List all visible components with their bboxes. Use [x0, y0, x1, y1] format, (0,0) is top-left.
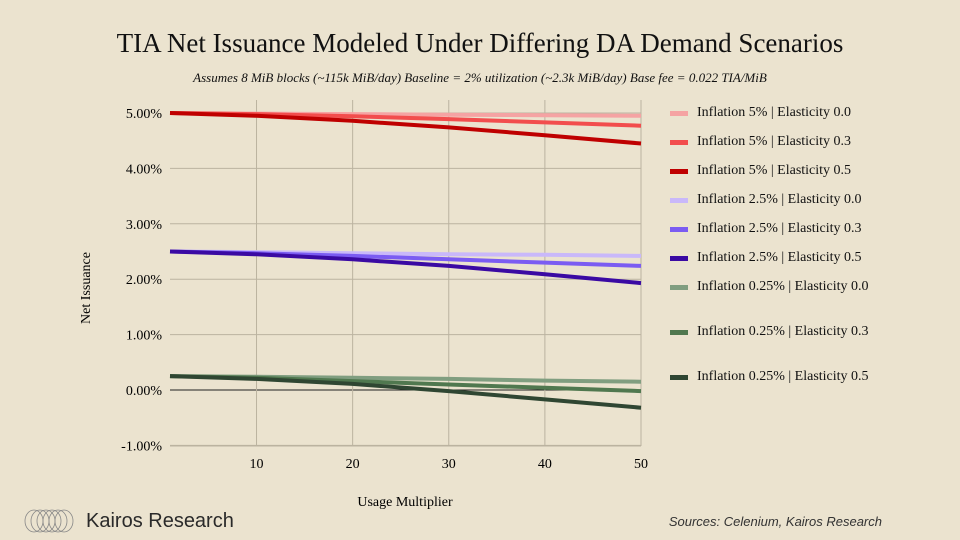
brand: Kairos Research	[20, 508, 234, 534]
legend-item: Inflation 0.25% | Elasticity 0.5	[670, 368, 877, 385]
x-tick-label: 10	[250, 457, 264, 472]
x-tick-label: 50	[634, 457, 648, 472]
grid	[170, 100, 642, 447]
kairos-logo-icon	[24, 509, 74, 533]
legend-swatch	[670, 111, 688, 116]
legend-swatch	[670, 227, 688, 232]
legend-swatch	[670, 256, 688, 261]
legend-item: Inflation 5% | Elasticity 0.5	[670, 162, 877, 179]
x-tick-label: 30	[442, 457, 456, 472]
legend-item: Inflation 0.25% | Elasticity 0.0	[670, 278, 877, 295]
legend-swatch	[670, 169, 688, 174]
source-note: Sources: Celenium, Kairos Research	[668, 514, 882, 529]
series-lines	[169, 111, 642, 410]
y-tick-label: 2.00%	[126, 273, 163, 288]
legend-label: Inflation 0.25% | Elasticity 0.0	[697, 279, 869, 294]
y-tick-labels: -1.00% 0.00% 1.00% 2.00% 3.00% 4.00% 5.00%	[121, 107, 162, 454]
y-axis-label: Net Issuance	[79, 252, 94, 324]
legend-item: Inflation 2.5% | Elasticity 0.0	[670, 191, 877, 208]
series-line	[169, 249, 642, 286]
legend-label: Inflation 2.5% | Elasticity 0.5	[697, 250, 862, 265]
legend-label: Inflation 0.25% | Elasticity 0.3	[697, 324, 869, 339]
chart-title: TIA Net Issuance Modeled Under Differing…	[116, 28, 844, 58]
y-tick-label: 5.00%	[126, 107, 163, 122]
legend-item: Inflation 0.25% | Elasticity 0.3	[670, 323, 877, 340]
y-tick-label: -1.00%	[121, 439, 162, 454]
legend-item: Inflation 2.5% | Elasticity 0.5	[670, 249, 877, 266]
x-tick-label: 40	[538, 457, 552, 472]
legend-item: Inflation 5% | Elasticity 0.3	[670, 133, 877, 150]
x-axis-label: Usage Multiplier	[357, 495, 453, 510]
legend-item: Inflation 2.5% | Elasticity 0.3	[670, 220, 877, 237]
brand-name: Kairos Research	[86, 509, 234, 532]
legend-label: Inflation 0.25% | Elasticity 0.5	[697, 369, 869, 384]
legend-item: Inflation 5% | Elasticity 0.0	[670, 104, 877, 121]
x-tick-labels: 10 20 30 40 50	[250, 457, 648, 472]
chart-subtitle: Assumes 8 MiB blocks (~115k MiB/day) Bas…	[193, 70, 767, 85]
legend-label: Inflation 2.5% | Elasticity 0.3	[697, 221, 862, 236]
y-tick-label: 4.00%	[126, 162, 163, 177]
y-tick-label: 0.00%	[126, 384, 163, 399]
legend-swatch	[670, 285, 688, 290]
y-tick-label: 1.00%	[126, 329, 163, 344]
legend-swatch	[670, 375, 688, 380]
y-tick-label: 3.00%	[126, 218, 163, 233]
legend-swatch	[670, 140, 688, 145]
x-tick-label: 20	[346, 457, 360, 472]
series-line	[169, 111, 642, 146]
legend-label: Inflation 5% | Elasticity 0.5	[697, 163, 852, 178]
legend-label: Inflation 2.5% | Elasticity 0.0	[697, 192, 862, 207]
legend-swatch	[670, 330, 688, 335]
legend-swatch	[670, 198, 688, 203]
series-line	[169, 374, 642, 410]
legend-label: Inflation 5% | Elasticity 0.0	[697, 105, 852, 120]
legend-label: Inflation 5% | Elasticity 0.3	[697, 134, 852, 149]
